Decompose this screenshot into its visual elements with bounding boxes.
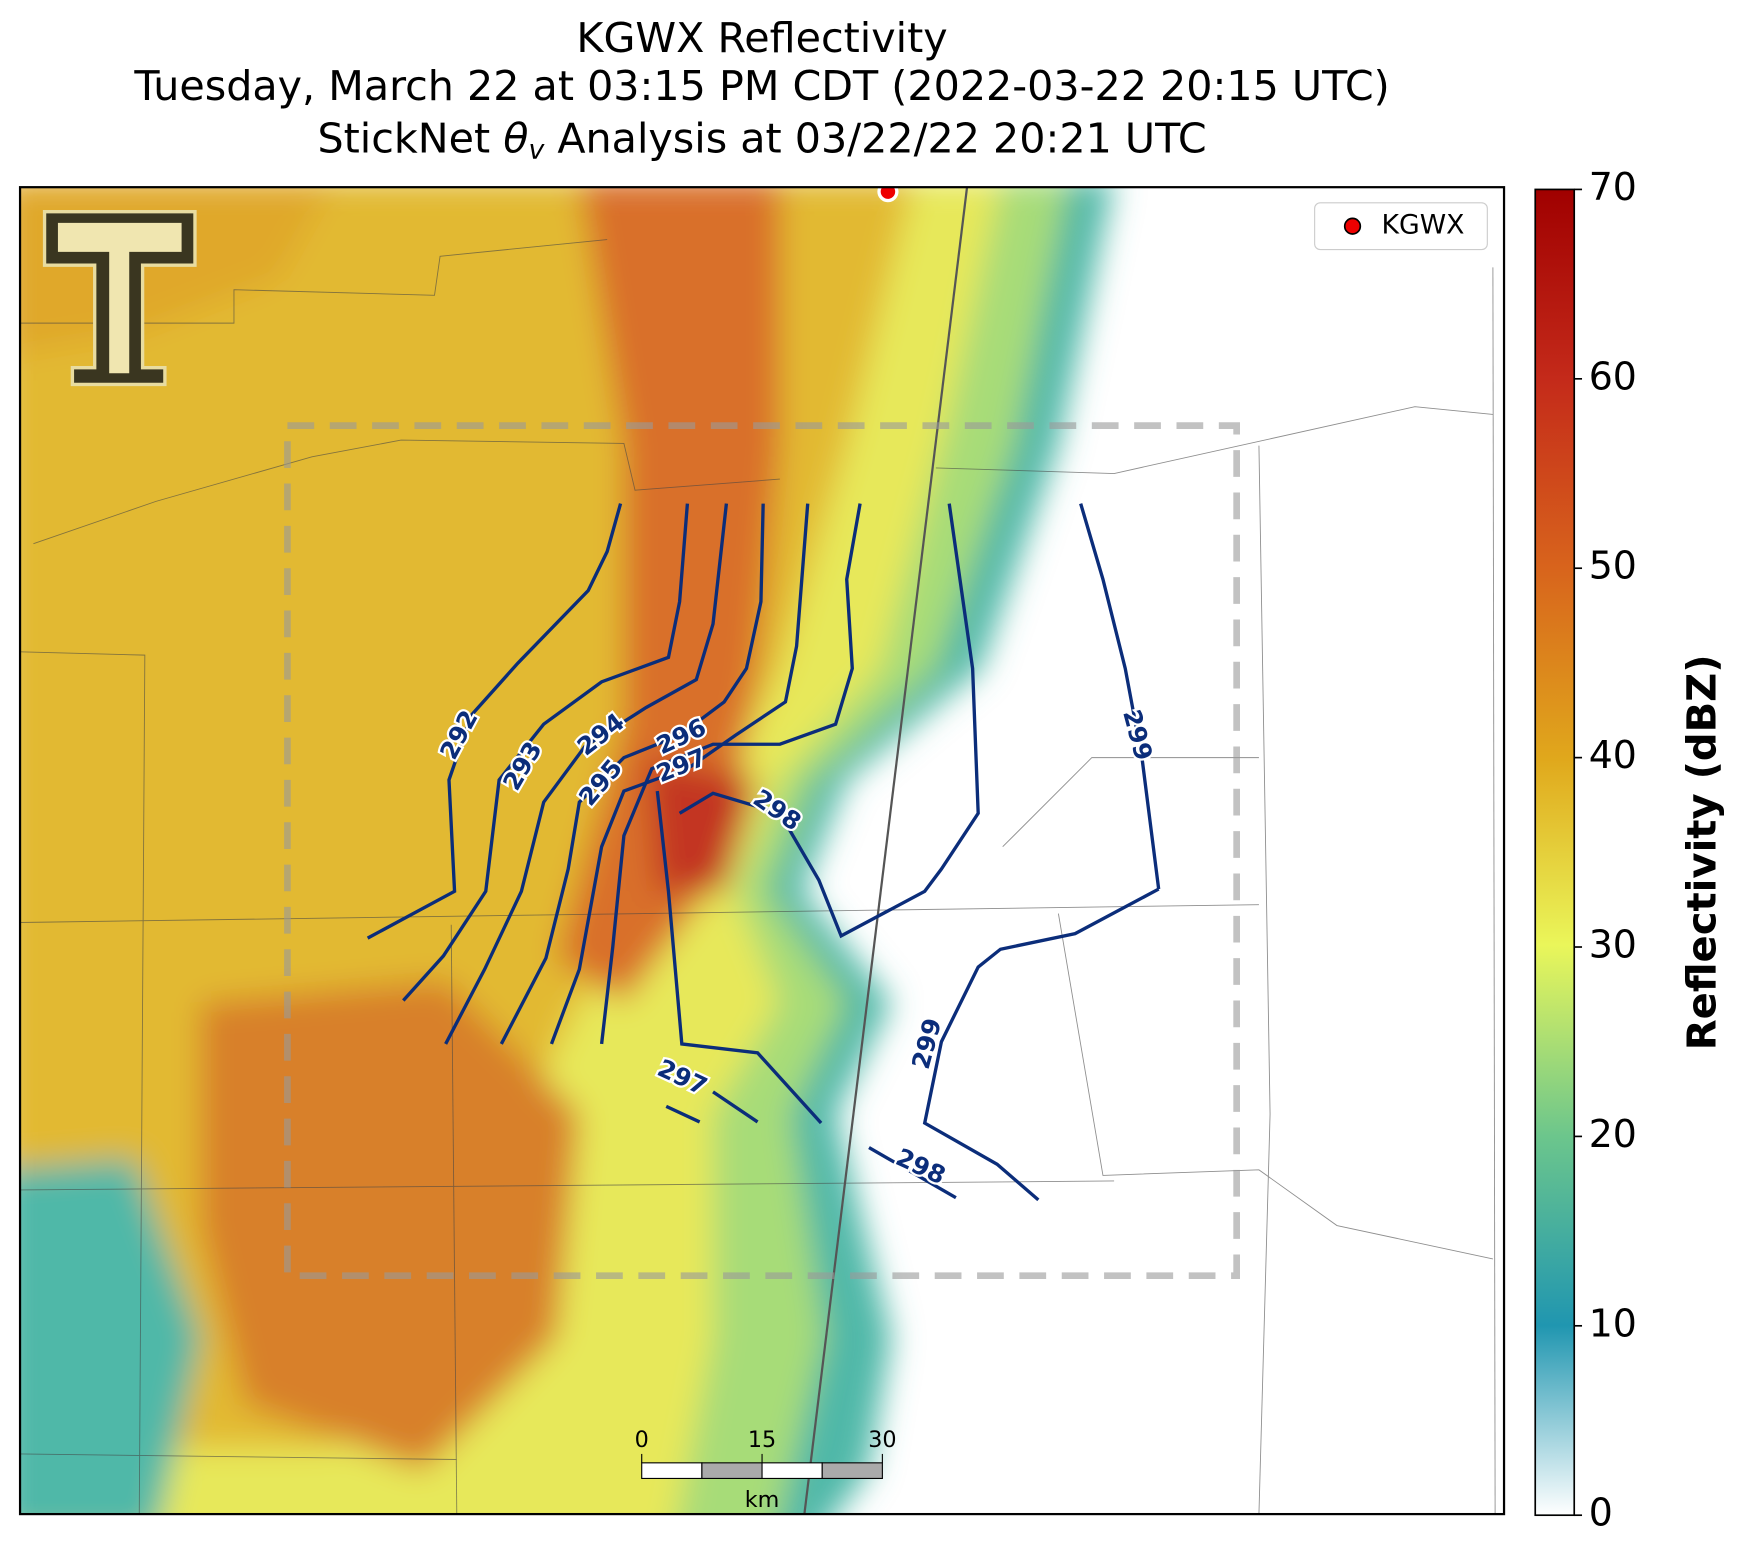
colorbar-tick-label: 20	[1589, 1112, 1637, 1156]
analysis-prefix: StickNet	[317, 115, 490, 163]
scale-segment	[641, 1462, 703, 1479]
colorbar-tick-label: 0	[1589, 1491, 1613, 1535]
colorbar-tick-label: 70	[1589, 165, 1637, 209]
colorbar-tick-label: 60	[1589, 354, 1637, 398]
contour-line	[402, 503, 690, 1002]
scale-bar: 0 15 30 km	[635, 1427, 897, 1513]
theta-sub: v	[528, 134, 545, 165]
theta: θ	[503, 115, 528, 163]
colorbar-tick-label: 10	[1589, 1301, 1637, 1345]
scale-tick-label: 15	[748, 1427, 776, 1453]
legend-box	[1314, 202, 1488, 251]
legend-label: KGWX	[1381, 210, 1464, 241]
subtitle: Tuesday, March 22 at 03:15 PM CDT (2022-…	[133, 62, 1389, 110]
scale-segment	[821, 1462, 883, 1479]
scale-segment	[701, 1462, 763, 1479]
scale-unit: km	[745, 1487, 780, 1513]
scale-tick-label: 0	[635, 1427, 649, 1453]
contour-line	[549, 503, 810, 1045]
analysis-title: StickNet θv Analysis at 03/22/22 20:21 U…	[317, 115, 1206, 172]
scale-tick-label: 30	[868, 1427, 896, 1453]
contour-line	[366, 503, 623, 940]
contour-line	[655, 790, 823, 1125]
analysis-suffix: Analysis at 03/22/22 20:21 UTC	[557, 115, 1206, 163]
legend: KGWX	[1314, 202, 1488, 251]
title: KGWX Reflectivity	[576, 14, 947, 62]
colorbar-label: Reflectivity (dBZ)	[1680, 654, 1726, 1050]
colorbar-tick-label: 30	[1589, 923, 1637, 967]
radar-site	[877, 187, 899, 203]
colorbar-tick-label: 40	[1589, 733, 1637, 777]
contour-line	[499, 503, 765, 1045]
contour-line	[868, 1146, 957, 1200]
scale-segment	[761, 1462, 823, 1479]
contour-line	[678, 503, 980, 939]
contour-line	[922, 887, 1160, 1202]
legend-marker	[1343, 217, 1362, 235]
contour-line	[599, 503, 862, 1045]
contour-line	[444, 503, 729, 1045]
colorbar-tick-label: 50	[1589, 544, 1637, 588]
contour-line	[1079, 503, 1161, 890]
logo	[42, 210, 197, 387]
colorbar	[1534, 188, 1576, 1517]
plot-frame	[18, 186, 1506, 1516]
